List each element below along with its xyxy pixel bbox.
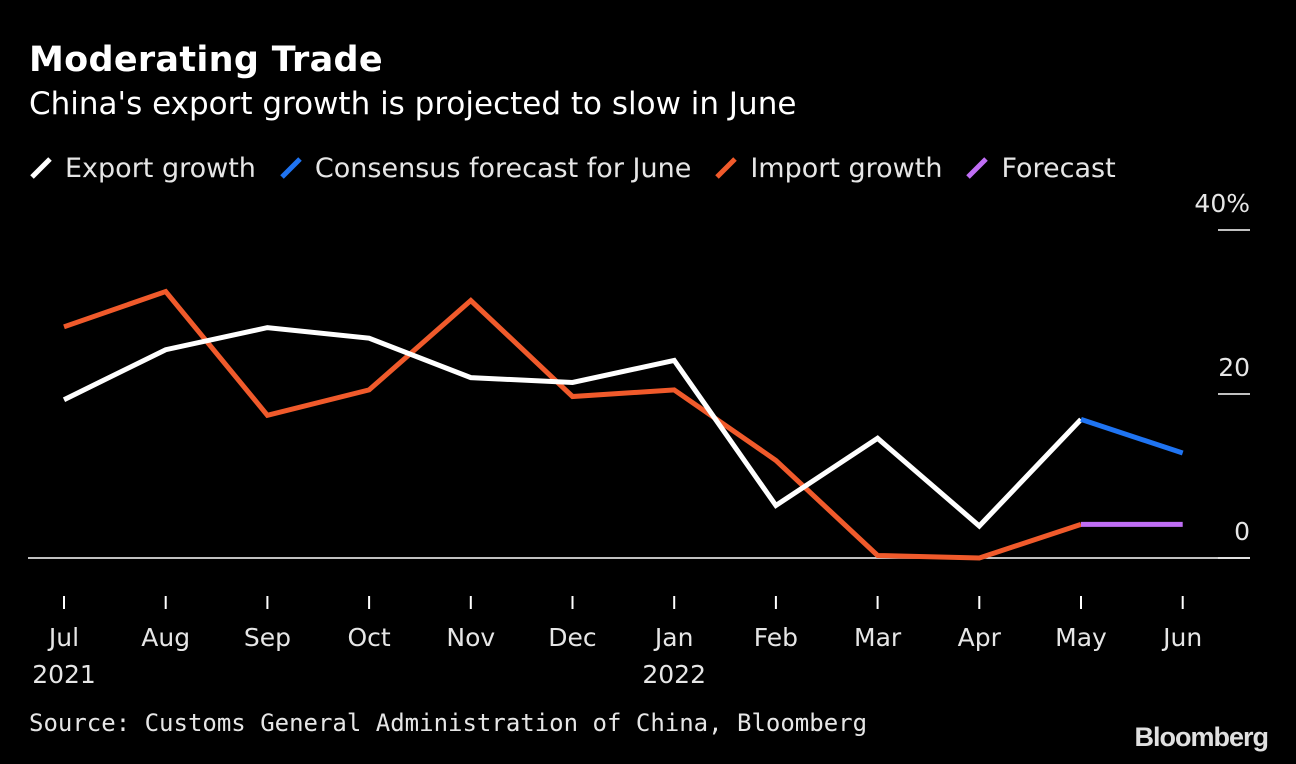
legend-label: Import growth xyxy=(750,152,943,184)
x-tick-year-label: 2021 xyxy=(32,660,96,689)
x-tick-label: Oct xyxy=(347,623,390,652)
chart-subtitle: China's export growth is projected to sl… xyxy=(29,86,797,122)
legend-label: Consensus forecast for June xyxy=(314,152,692,184)
x-tick-label: Jul xyxy=(47,623,79,652)
x-tick-label: May xyxy=(1055,623,1107,652)
chart-title: Moderating Trade xyxy=(29,40,383,80)
x-tick-year-label: 2022 xyxy=(642,660,706,689)
legend-item-import-growth: Import growth xyxy=(713,153,942,184)
legend-swatch-forecast xyxy=(966,157,989,179)
legend-label: Forecast xyxy=(1001,152,1116,184)
legend-label: Export growth xyxy=(65,152,256,184)
x-tick-label: Jan xyxy=(653,623,694,652)
series-line-consensus-forecast-for-june xyxy=(1080,417,1184,456)
x-tick-label: Apr xyxy=(958,623,1002,652)
x-tick-label: Mar xyxy=(854,623,902,652)
x-tick-label: Dec xyxy=(548,623,596,652)
series-line-export-growth xyxy=(62,325,1083,530)
x-tick-label: Jun xyxy=(1161,623,1202,652)
legend-swatch-export-growth xyxy=(30,157,52,179)
bloomberg-logo: Bloomberg xyxy=(1134,722,1269,752)
legend-swatch-import-growth xyxy=(715,157,738,179)
x-tick-label: Aug xyxy=(141,623,190,652)
legend-item-consensus-forecast: Consensus forecast for June xyxy=(278,153,691,184)
legend: Export growth Consensus forecast for Jun… xyxy=(28,150,1138,186)
legend-swatch-consensus-forecast xyxy=(280,157,302,179)
source-note: Source: Customs General Administration o… xyxy=(29,709,868,737)
x-tick-label: Sep xyxy=(244,623,291,652)
y-tick-label: 20 xyxy=(1218,353,1250,382)
legend-item-export-growth: Export growth xyxy=(28,153,256,184)
y-tick-label: 40% xyxy=(1194,189,1250,218)
x-tick-label: Feb xyxy=(754,623,798,652)
y-tick-label: 0 xyxy=(1234,517,1250,546)
series-line-import-growth xyxy=(63,288,1082,561)
x-tick-label: Nov xyxy=(446,623,495,652)
legend-item-forecast: Forecast xyxy=(964,152,1116,184)
